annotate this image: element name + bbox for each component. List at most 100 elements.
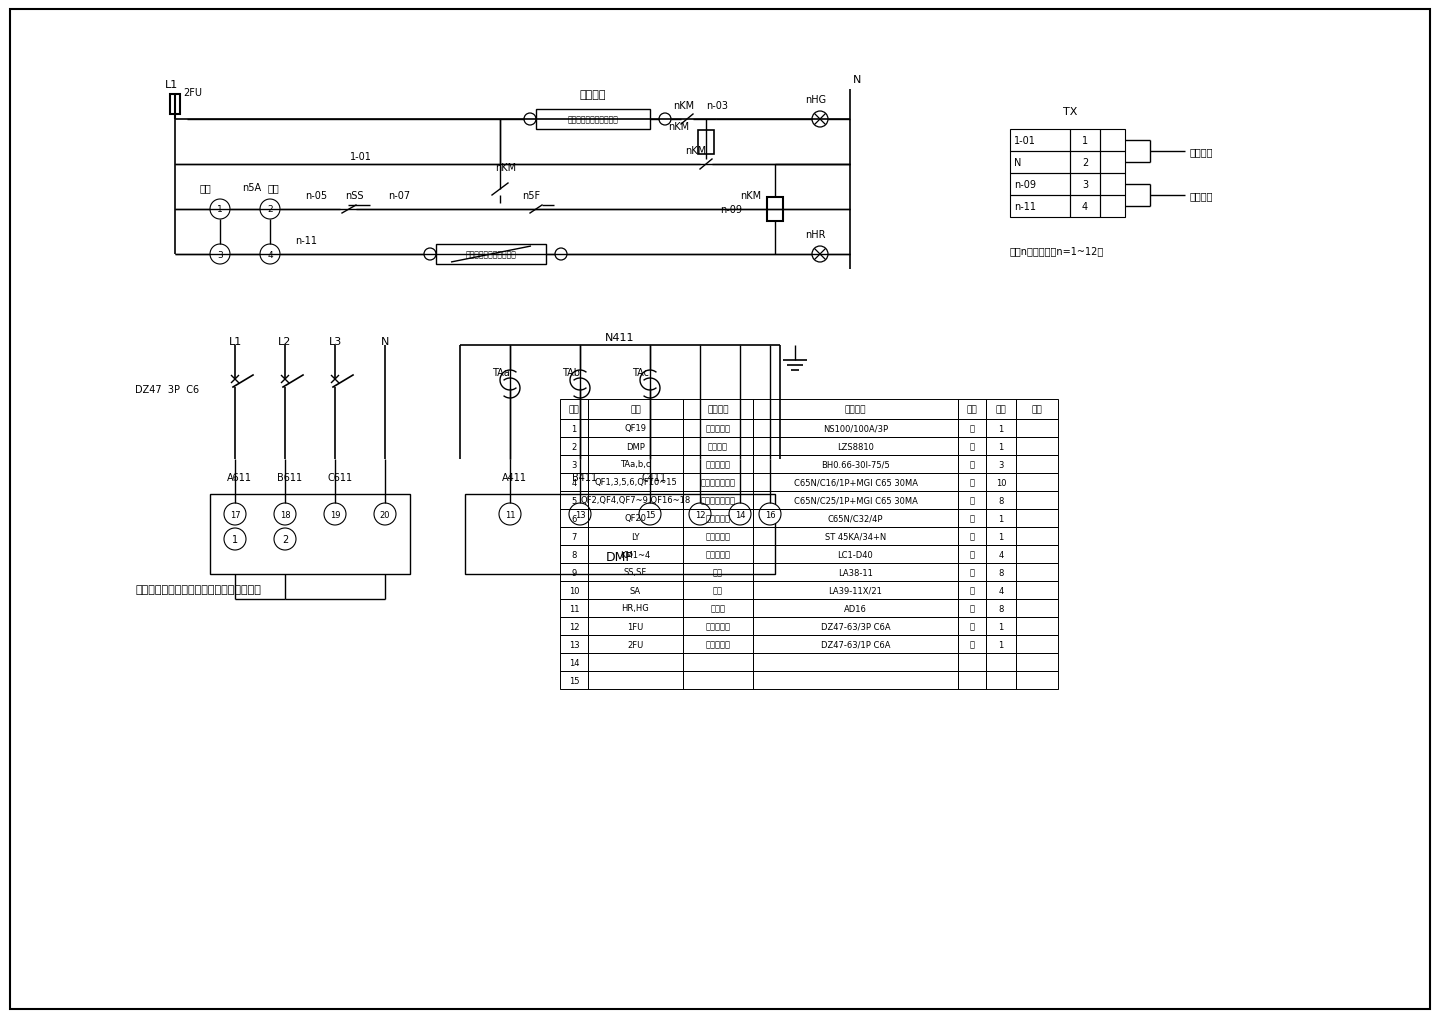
Text: 手动: 手动 [268, 182, 279, 193]
Text: 只: 只 [969, 568, 975, 577]
Bar [683, 437, 753, 455]
Text: 6: 6 [572, 514, 576, 523]
Bar [986, 564, 1017, 582]
Bar [588, 528, 683, 545]
Text: 4: 4 [572, 478, 576, 487]
Bar [986, 420, 1017, 437]
Text: 10: 10 [995, 478, 1007, 487]
Text: 只: 只 [969, 640, 975, 649]
Circle shape [812, 112, 828, 127]
Circle shape [324, 503, 346, 526]
Bar [986, 545, 1017, 564]
Text: BH0.66-30I-75/5: BH0.66-30I-75/5 [821, 460, 890, 469]
Circle shape [660, 114, 671, 126]
Bar [1017, 653, 1058, 672]
Text: 只: 只 [969, 550, 975, 559]
Bar [588, 437, 683, 455]
Bar [986, 510, 1017, 528]
Text: KM1~4: KM1~4 [621, 550, 651, 559]
Text: 1: 1 [998, 514, 1004, 523]
Text: SA: SA [629, 586, 641, 595]
Text: A611: A611 [228, 473, 252, 483]
Circle shape [210, 200, 230, 220]
Circle shape [812, 247, 828, 263]
Text: n-05: n-05 [305, 191, 327, 201]
Bar [958, 474, 986, 491]
Text: 模块电源: 模块电源 [1189, 147, 1214, 157]
Text: 交流接触器: 交流接触器 [706, 550, 730, 559]
Bar [588, 582, 683, 599]
Bar [986, 636, 1017, 653]
Bar [588, 599, 683, 618]
Bar [588, 510, 683, 528]
Text: 只: 只 [969, 514, 975, 523]
Text: 塑壳断路器: 塑壳断路器 [706, 424, 730, 433]
Bar [1017, 528, 1058, 545]
Bar [958, 455, 986, 474]
Text: DZ47-63/3P C6A: DZ47-63/3P C6A [821, 622, 890, 631]
Text: 2: 2 [572, 442, 576, 451]
Bar [753, 510, 958, 528]
Text: nKM: nKM [668, 122, 690, 131]
Text: 7: 7 [572, 532, 576, 541]
Text: 1: 1 [998, 640, 1004, 649]
Text: 2: 2 [282, 535, 288, 544]
Text: 序号: 序号 [569, 406, 579, 414]
Text: 备注: 备注 [1031, 406, 1043, 414]
Bar [1009, 174, 1070, 196]
Text: LZS8810: LZS8810 [837, 442, 874, 451]
Text: 只: 只 [969, 478, 975, 487]
Text: 17: 17 [230, 510, 240, 519]
Text: 3: 3 [572, 460, 576, 469]
Text: 5: 5 [572, 496, 576, 505]
Bar [1070, 129, 1100, 152]
Text: 1: 1 [1081, 136, 1089, 146]
Bar [1017, 672, 1058, 689]
Bar [958, 564, 986, 582]
Text: 1FU: 1FU [628, 622, 644, 631]
Text: 3: 3 [998, 460, 1004, 469]
Bar [560, 437, 588, 455]
Text: TAa: TAa [492, 368, 510, 378]
Bar [986, 582, 1017, 599]
Text: 代号: 代号 [631, 406, 641, 414]
Bar [1017, 491, 1058, 510]
Text: 只: 只 [969, 460, 975, 469]
Bar [560, 653, 588, 672]
Text: 2: 2 [268, 205, 272, 214]
Text: 1-01: 1-01 [350, 152, 372, 162]
Circle shape [639, 503, 661, 526]
Text: TAc: TAc [632, 368, 649, 378]
Text: AD16: AD16 [844, 604, 867, 612]
Bar [958, 491, 986, 510]
Text: L2: L2 [278, 336, 292, 346]
Bar [683, 599, 753, 618]
Text: n-09: n-09 [720, 205, 742, 215]
Bar [560, 528, 588, 545]
Bar [560, 399, 588, 420]
Text: QF1,3,5,6,QF10~15: QF1,3,5,6,QF10~15 [595, 478, 677, 487]
Bar [588, 636, 683, 653]
Bar [588, 399, 683, 420]
Text: 4: 4 [268, 251, 272, 259]
Bar [986, 437, 1017, 455]
Text: QF19: QF19 [625, 424, 647, 433]
Circle shape [500, 503, 521, 526]
Bar [986, 599, 1017, 618]
Text: 只: 只 [969, 424, 975, 433]
Bar [753, 618, 958, 636]
Text: 浪涌保护器: 浪涌保护器 [706, 532, 730, 541]
Bar [753, 564, 958, 582]
Bar [560, 599, 588, 618]
Text: 2: 2 [1081, 158, 1089, 168]
Text: QF20: QF20 [625, 514, 647, 523]
Text: 14: 14 [734, 510, 746, 519]
Bar [958, 618, 986, 636]
Bar [683, 399, 753, 420]
Bar [1017, 582, 1058, 599]
Bar [1017, 437, 1058, 455]
Text: 只: 只 [969, 442, 975, 451]
Text: 16: 16 [765, 510, 775, 519]
Bar [753, 582, 958, 599]
Bar [958, 528, 986, 545]
